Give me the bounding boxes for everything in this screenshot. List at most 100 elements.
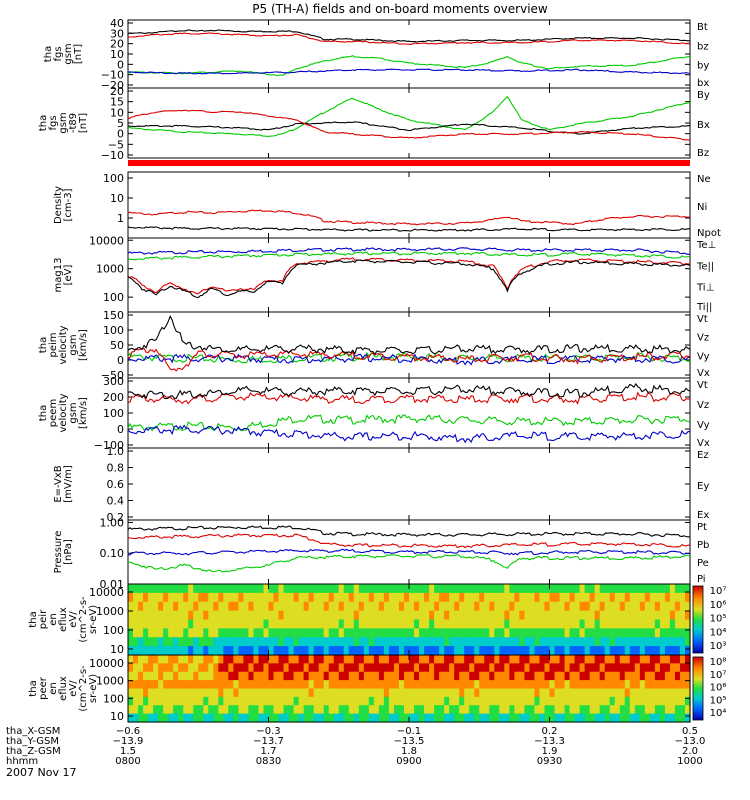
heatmap-cell (474, 713, 480, 723)
heatmap-cell (469, 601, 475, 612)
heatmap-cell (414, 584, 420, 594)
heatmap-cell (253, 663, 260, 673)
heatmap-cell (489, 646, 495, 656)
heatmap-cell (403, 688, 410, 698)
heatmap-cell (614, 688, 621, 698)
heatmap-cell (178, 592, 184, 603)
heatmap-cell (143, 655, 149, 664)
heatmap-cell (624, 601, 631, 612)
colorbar-label: 10⁶ (710, 683, 727, 694)
heatmap-cell (258, 696, 265, 706)
heatmap-cell (378, 705, 385, 715)
heatmap-cell (168, 584, 174, 594)
heatmap-cell (363, 705, 370, 715)
heatmap-cell (474, 680, 480, 690)
heatmap-cell (649, 713, 656, 723)
heatmap-cell (183, 646, 189, 656)
heatmap-cell (454, 696, 460, 706)
heatmap-cell (534, 619, 541, 629)
heatmap-cell (268, 601, 275, 612)
heatmap-cell (228, 646, 234, 656)
heatmap-cell (609, 584, 616, 594)
heatmap-cell (198, 628, 204, 638)
heatmap-cell (684, 610, 691, 621)
heatmap-cell (248, 655, 255, 664)
heatmap-cell (579, 610, 586, 621)
heatmap-cell (318, 680, 325, 690)
heatmap-cell (168, 696, 174, 706)
heatmap-cell (619, 663, 626, 673)
heatmap-cell (464, 705, 470, 715)
heatmap-cell (373, 610, 380, 621)
heatmap-cell (218, 601, 224, 612)
heatmap-cell (188, 619, 194, 629)
heatmap-cell (439, 663, 445, 673)
heatmap-cell (474, 592, 480, 603)
heatmap-cell (554, 628, 561, 638)
heatmap-cell (594, 671, 601, 681)
heatmap-cell (499, 637, 505, 647)
heatmap-cell (654, 663, 661, 673)
heatmap-cell (614, 601, 621, 612)
y-axis-label: thafgsgsm[nT] (43, 43, 84, 64)
heatmap-cell (574, 663, 581, 673)
heatmap-cell (539, 696, 546, 706)
x-axis-value: 1.8 (401, 746, 417, 757)
heatmap-cell (484, 688, 490, 698)
heatmap-cell (158, 628, 164, 638)
heatmap-cell (504, 646, 510, 656)
heatmap-cell (654, 601, 661, 612)
heatmap-cell (373, 646, 380, 656)
heatmap-cell (534, 696, 541, 706)
heatmap-cell (559, 671, 566, 681)
heatmap-cell (208, 592, 214, 603)
y-tick-label: 100 (103, 692, 124, 705)
heatmap-cell (258, 646, 265, 656)
heatmap-cell (133, 592, 139, 603)
heatmap-cell (639, 592, 646, 603)
heatmap-cell (213, 610, 219, 621)
heatmap-cell (318, 663, 325, 673)
heatmap-cell (489, 688, 495, 698)
heatmap-cell (348, 610, 355, 621)
heatmap-cell (303, 705, 310, 715)
heatmap-cell (579, 628, 586, 638)
heatmap-cell (238, 637, 245, 647)
heatmap-cell (148, 655, 154, 664)
heatmap-cell (434, 646, 440, 656)
legend-entry: Npot (697, 228, 721, 239)
heatmap-cell (494, 688, 500, 698)
heatmap-cell (669, 671, 676, 681)
heatmap-cell (298, 584, 305, 594)
heatmap-cell (454, 628, 460, 638)
heatmap-cell (398, 655, 405, 664)
heatmap-cell (514, 601, 520, 612)
heatmap-cell (644, 713, 651, 723)
heatmap-cell (273, 592, 280, 603)
heatmap-cell (434, 713, 440, 723)
heatmap-cell (343, 713, 350, 723)
heatmap-cell (268, 655, 275, 664)
heatmap-cell (509, 592, 515, 603)
heatmap-cell (233, 655, 239, 664)
heatmap-cell (469, 646, 475, 656)
heatmap-cell (298, 628, 305, 638)
heatmap-cell (499, 713, 505, 723)
heatmap-cell (318, 619, 325, 629)
heatmap-cell (203, 705, 209, 715)
x-axis-value: −13.9 (113, 736, 144, 747)
y-tick-label: 40 (110, 17, 124, 30)
heatmap-cell (368, 663, 375, 673)
heatmap-cell (424, 619, 430, 629)
heatmap-cell (634, 592, 641, 603)
heatmap-cell (549, 592, 556, 603)
heatmap-cell (353, 680, 360, 690)
heatmap-cell (504, 655, 510, 664)
heatmap-cell (424, 584, 430, 594)
heatmap-cell (609, 601, 616, 612)
heatmap-cell (188, 705, 194, 715)
heatmap-cell (674, 680, 681, 690)
legend-entry: Vt (697, 380, 708, 391)
panel-frame (127, 447, 691, 521)
heatmap-cell (293, 610, 300, 621)
